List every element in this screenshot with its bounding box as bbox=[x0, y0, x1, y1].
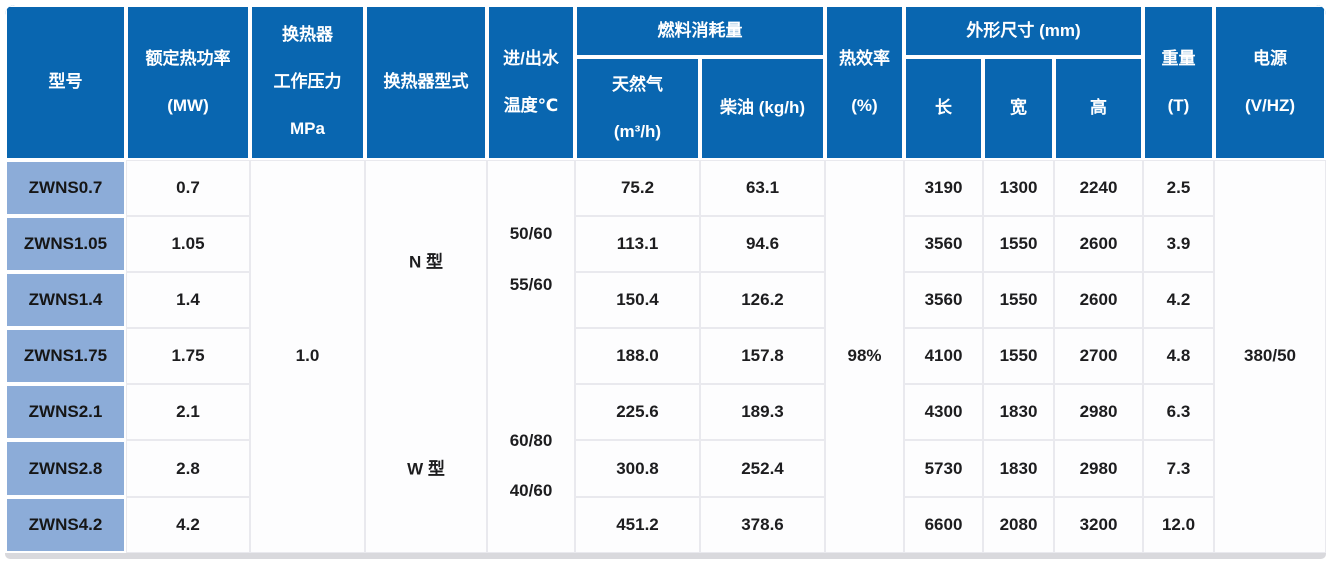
diesel-cell: 126.2 bbox=[700, 272, 825, 329]
rated-power-cell: 1.05 bbox=[126, 216, 250, 273]
rated-power-cell: 1.75 bbox=[126, 328, 250, 385]
model-cell: ZWNS1.75 bbox=[5, 328, 126, 385]
rated-power-cell: 1.4 bbox=[126, 272, 250, 329]
efficiency-cell: 98% bbox=[825, 160, 904, 553]
diesel-cell: 94.6 bbox=[700, 216, 825, 273]
header-fuel-consumption-group: 燃料消耗量 bbox=[575, 5, 825, 57]
height-cell: 2600 bbox=[1054, 216, 1143, 273]
diesel-cell: 378.6 bbox=[700, 496, 825, 553]
exchanger-type-w: W 型 bbox=[407, 459, 445, 479]
width-cell: 1300 bbox=[983, 160, 1054, 217]
length-cell: 3560 bbox=[904, 272, 983, 329]
diesel-cell: 157.8 bbox=[700, 328, 825, 385]
header-height: 高 bbox=[1054, 57, 1143, 160]
gas-cell: 300.8 bbox=[575, 440, 700, 497]
header-exchanger-type: 换热器型式 bbox=[365, 5, 487, 160]
width-cell: 1830 bbox=[983, 440, 1054, 497]
header-weight: 重量 (T) bbox=[1143, 5, 1214, 160]
model-cell: ZWNS2.1 bbox=[5, 384, 126, 441]
height-cell: 2980 bbox=[1054, 440, 1143, 497]
width-cell: 2080 bbox=[983, 496, 1054, 553]
header-inlet-outlet-temp: 进/出水 温度℃ bbox=[487, 5, 575, 160]
model-cell: ZWNS2.8 bbox=[5, 440, 126, 497]
length-cell: 5730 bbox=[904, 440, 983, 497]
header-power-supply: 电源 (V/HZ) bbox=[1214, 5, 1326, 160]
gas-cell: 150.4 bbox=[575, 272, 700, 329]
rated-power-cell: 2.1 bbox=[126, 384, 250, 441]
weight-cell: 2.5 bbox=[1143, 160, 1214, 217]
gas-cell: 75.2 bbox=[575, 160, 700, 217]
diesel-cell: 189.3 bbox=[700, 384, 825, 441]
gas-cell: 225.6 bbox=[575, 384, 700, 441]
power-supply-cell: 380/50 bbox=[1214, 160, 1326, 553]
diesel-cell: 63.1 bbox=[700, 160, 825, 217]
header-diesel: 柴油 (kg/h) bbox=[700, 57, 825, 160]
header-exchanger-pressure: 换热器 工作压力 MPa bbox=[250, 5, 365, 160]
length-cell: 4300 bbox=[904, 384, 983, 441]
temp-value: 40/60 bbox=[509, 481, 553, 501]
header-width: 宽 bbox=[983, 57, 1054, 160]
header-model: 型号 bbox=[5, 5, 126, 160]
model-cell: ZWNS4.2 bbox=[5, 496, 126, 553]
height-cell: 3200 bbox=[1054, 496, 1143, 553]
width-cell: 1830 bbox=[983, 384, 1054, 441]
table-bottom-edge bbox=[5, 553, 1326, 559]
gas-cell: 188.0 bbox=[575, 328, 700, 385]
length-cell: 3190 bbox=[904, 160, 983, 217]
rated-power-cell: 2.8 bbox=[126, 440, 250, 497]
model-cell: ZWNS0.7 bbox=[5, 160, 126, 217]
height-cell: 2700 bbox=[1054, 328, 1143, 385]
header-natural-gas: 天然气 (m³/h) bbox=[575, 57, 700, 160]
weight-cell: 6.3 bbox=[1143, 384, 1214, 441]
header-thermal-efficiency: 热效率 (%) bbox=[825, 5, 904, 160]
height-cell: 2600 bbox=[1054, 272, 1143, 329]
height-cell: 2240 bbox=[1054, 160, 1143, 217]
weight-cell: 7.3 bbox=[1143, 440, 1214, 497]
temp-value: 60/80 bbox=[509, 431, 553, 451]
exchanger-type-cell: N 型 W 型 bbox=[365, 160, 487, 553]
exchanger-type-n: N 型 bbox=[409, 252, 443, 272]
header-length: 长 bbox=[904, 57, 983, 160]
rated-power-cell: 4.2 bbox=[126, 496, 250, 553]
length-cell: 6600 bbox=[904, 496, 983, 553]
rated-power-cell: 0.7 bbox=[126, 160, 250, 217]
gas-cell: 113.1 bbox=[575, 216, 700, 273]
model-cell: ZWNS1.4 bbox=[5, 272, 126, 329]
boiler-spec-table: 型号 额定热功率 (MW) 换热器 工作压力 MPa 换热器型式 进/出水 温度… bbox=[5, 5, 1326, 553]
temp-value: 55/60 bbox=[509, 275, 553, 295]
length-cell: 4100 bbox=[904, 328, 983, 385]
weight-cell: 4.2 bbox=[1143, 272, 1214, 329]
height-cell: 2980 bbox=[1054, 384, 1143, 441]
length-cell: 3560 bbox=[904, 216, 983, 273]
width-cell: 1550 bbox=[983, 328, 1054, 385]
width-cell: 1550 bbox=[983, 272, 1054, 329]
working-pressure-cell: 1.0 bbox=[250, 160, 365, 553]
diesel-cell: 252.4 bbox=[700, 440, 825, 497]
weight-cell: 4.8 bbox=[1143, 328, 1214, 385]
model-cell: ZWNS1.05 bbox=[5, 216, 126, 273]
weight-cell: 3.9 bbox=[1143, 216, 1214, 273]
temp-cell: 50/60 55/60 60/80 40/60 bbox=[487, 160, 575, 553]
temp-value: 50/60 bbox=[509, 224, 553, 244]
width-cell: 1550 bbox=[983, 216, 1054, 273]
gas-cell: 451.2 bbox=[575, 496, 700, 553]
weight-cell: 12.0 bbox=[1143, 496, 1214, 553]
header-rated-power: 额定热功率 (MW) bbox=[126, 5, 250, 160]
header-dimensions-group: 外形尺寸 (mm) bbox=[904, 5, 1143, 57]
